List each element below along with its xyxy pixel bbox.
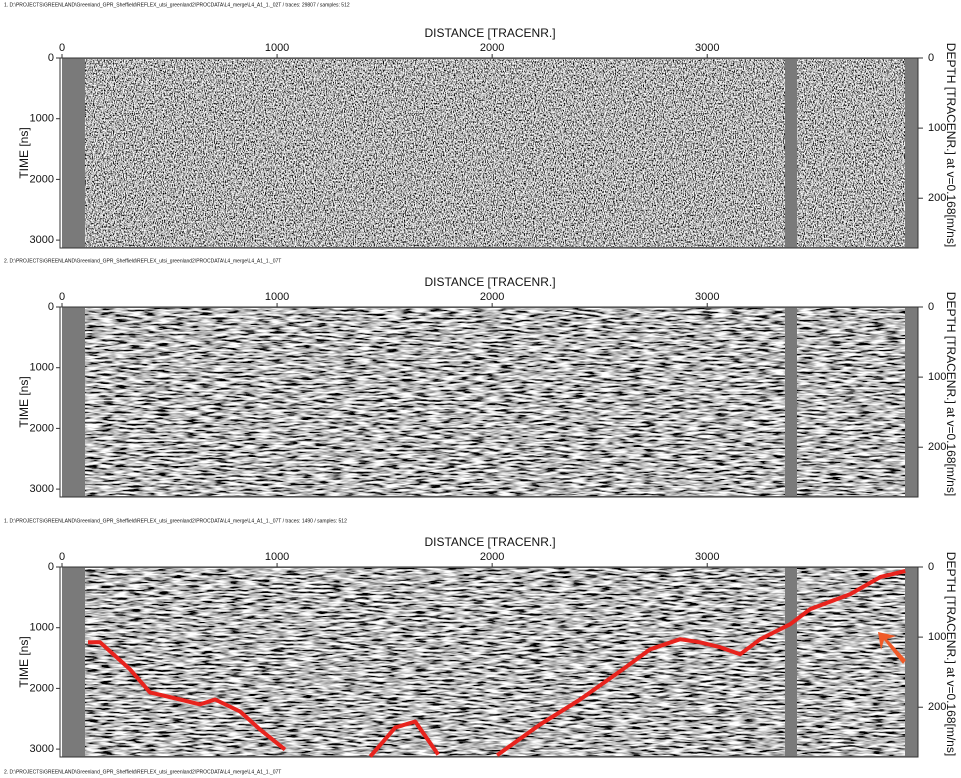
y2-tick-label: 0	[928, 301, 934, 313]
x-tick-label: 3000	[695, 291, 719, 303]
x-tick-label: 0	[59, 42, 65, 54]
figure: 2. D:\PROJECTS\GREENLAND\Greenland_GPR_S…	[0, 0, 961, 778]
y2-axis-title: DEPTH [TRACENR.] at v=0.168[m/ns]	[944, 292, 958, 496]
y2-tick-label: 100	[928, 371, 946, 383]
y-tick-label: 3000	[30, 483, 54, 495]
y-tick-label: 2000	[30, 682, 54, 694]
y-tick-label: 0	[48, 52, 54, 64]
y-tick-label: 2000	[30, 173, 54, 185]
radargram	[797, 308, 905, 496]
x-tick-label: 0	[59, 551, 65, 563]
y-tick-label: 0	[48, 301, 54, 313]
y-tick-label: 3000	[30, 234, 54, 246]
x-axis-title: DISTANCE [TRACENR.]	[424, 26, 555, 40]
radargram	[85, 59, 785, 247]
y-tick-label: 3000	[30, 743, 54, 755]
y2-tick-label: 0	[928, 561, 934, 573]
x-axis-title: DISTANCE [TRACENR.]	[424, 535, 555, 549]
radargram	[797, 59, 905, 247]
x-tick-label: 1000	[265, 291, 289, 303]
y2-tick-label: 100	[928, 122, 946, 134]
y2-tick-label: 200	[928, 701, 946, 713]
radargram	[797, 568, 905, 756]
y2-tick-label: 100	[928, 631, 946, 643]
x-tick-label: 1000	[265, 551, 289, 563]
x-tick-label: 1000	[265, 42, 289, 54]
x-axis-title: DISTANCE [TRACENR.]	[424, 275, 555, 289]
file-path: 1. D:\PROJECTS\GREENLAND\Greenland_GPR_S…	[4, 2, 350, 8]
file-path: 2. D:\PROJECTS\GREENLAND\Greenland_GPR_S…	[4, 258, 281, 264]
x-tick-label: 0	[59, 291, 65, 303]
x-tick-label: 3000	[695, 551, 719, 563]
y-tick-label: 1000	[30, 113, 54, 125]
x-tick-label: 2000	[480, 551, 504, 563]
radargram	[85, 568, 785, 756]
y2-tick-label: 200	[928, 192, 946, 204]
y-tick-label: 1000	[30, 622, 54, 634]
y-tick-label: 2000	[30, 422, 54, 434]
y2-axis-title: DEPTH [TRACENR.] at v=0.168[m/ns]	[944, 43, 958, 247]
file-path: 1. D:\PROJECTS\GREENLAND\Greenland_GPR_S…	[4, 518, 347, 524]
file-path: 2. D:\PROJECTS\GREENLAND\Greenland_GPR_S…	[4, 769, 281, 775]
y-axis-title: TIME [ns]	[17, 636, 31, 687]
y-tick-label: 1000	[30, 362, 54, 374]
x-tick-label: 3000	[695, 42, 719, 54]
x-tick-label: 2000	[480, 291, 504, 303]
y2-tick-label: 0	[928, 52, 934, 64]
y2-tick-label: 200	[928, 441, 946, 453]
y-axis-title: TIME [ns]	[17, 376, 31, 427]
y2-axis-title: DEPTH [TRACENR.] at v=0.168[m/ns]	[944, 552, 958, 756]
radargram	[85, 308, 785, 496]
x-tick-label: 2000	[480, 42, 504, 54]
y-tick-label: 0	[48, 561, 54, 573]
y-axis-title: TIME [ns]	[17, 127, 31, 178]
